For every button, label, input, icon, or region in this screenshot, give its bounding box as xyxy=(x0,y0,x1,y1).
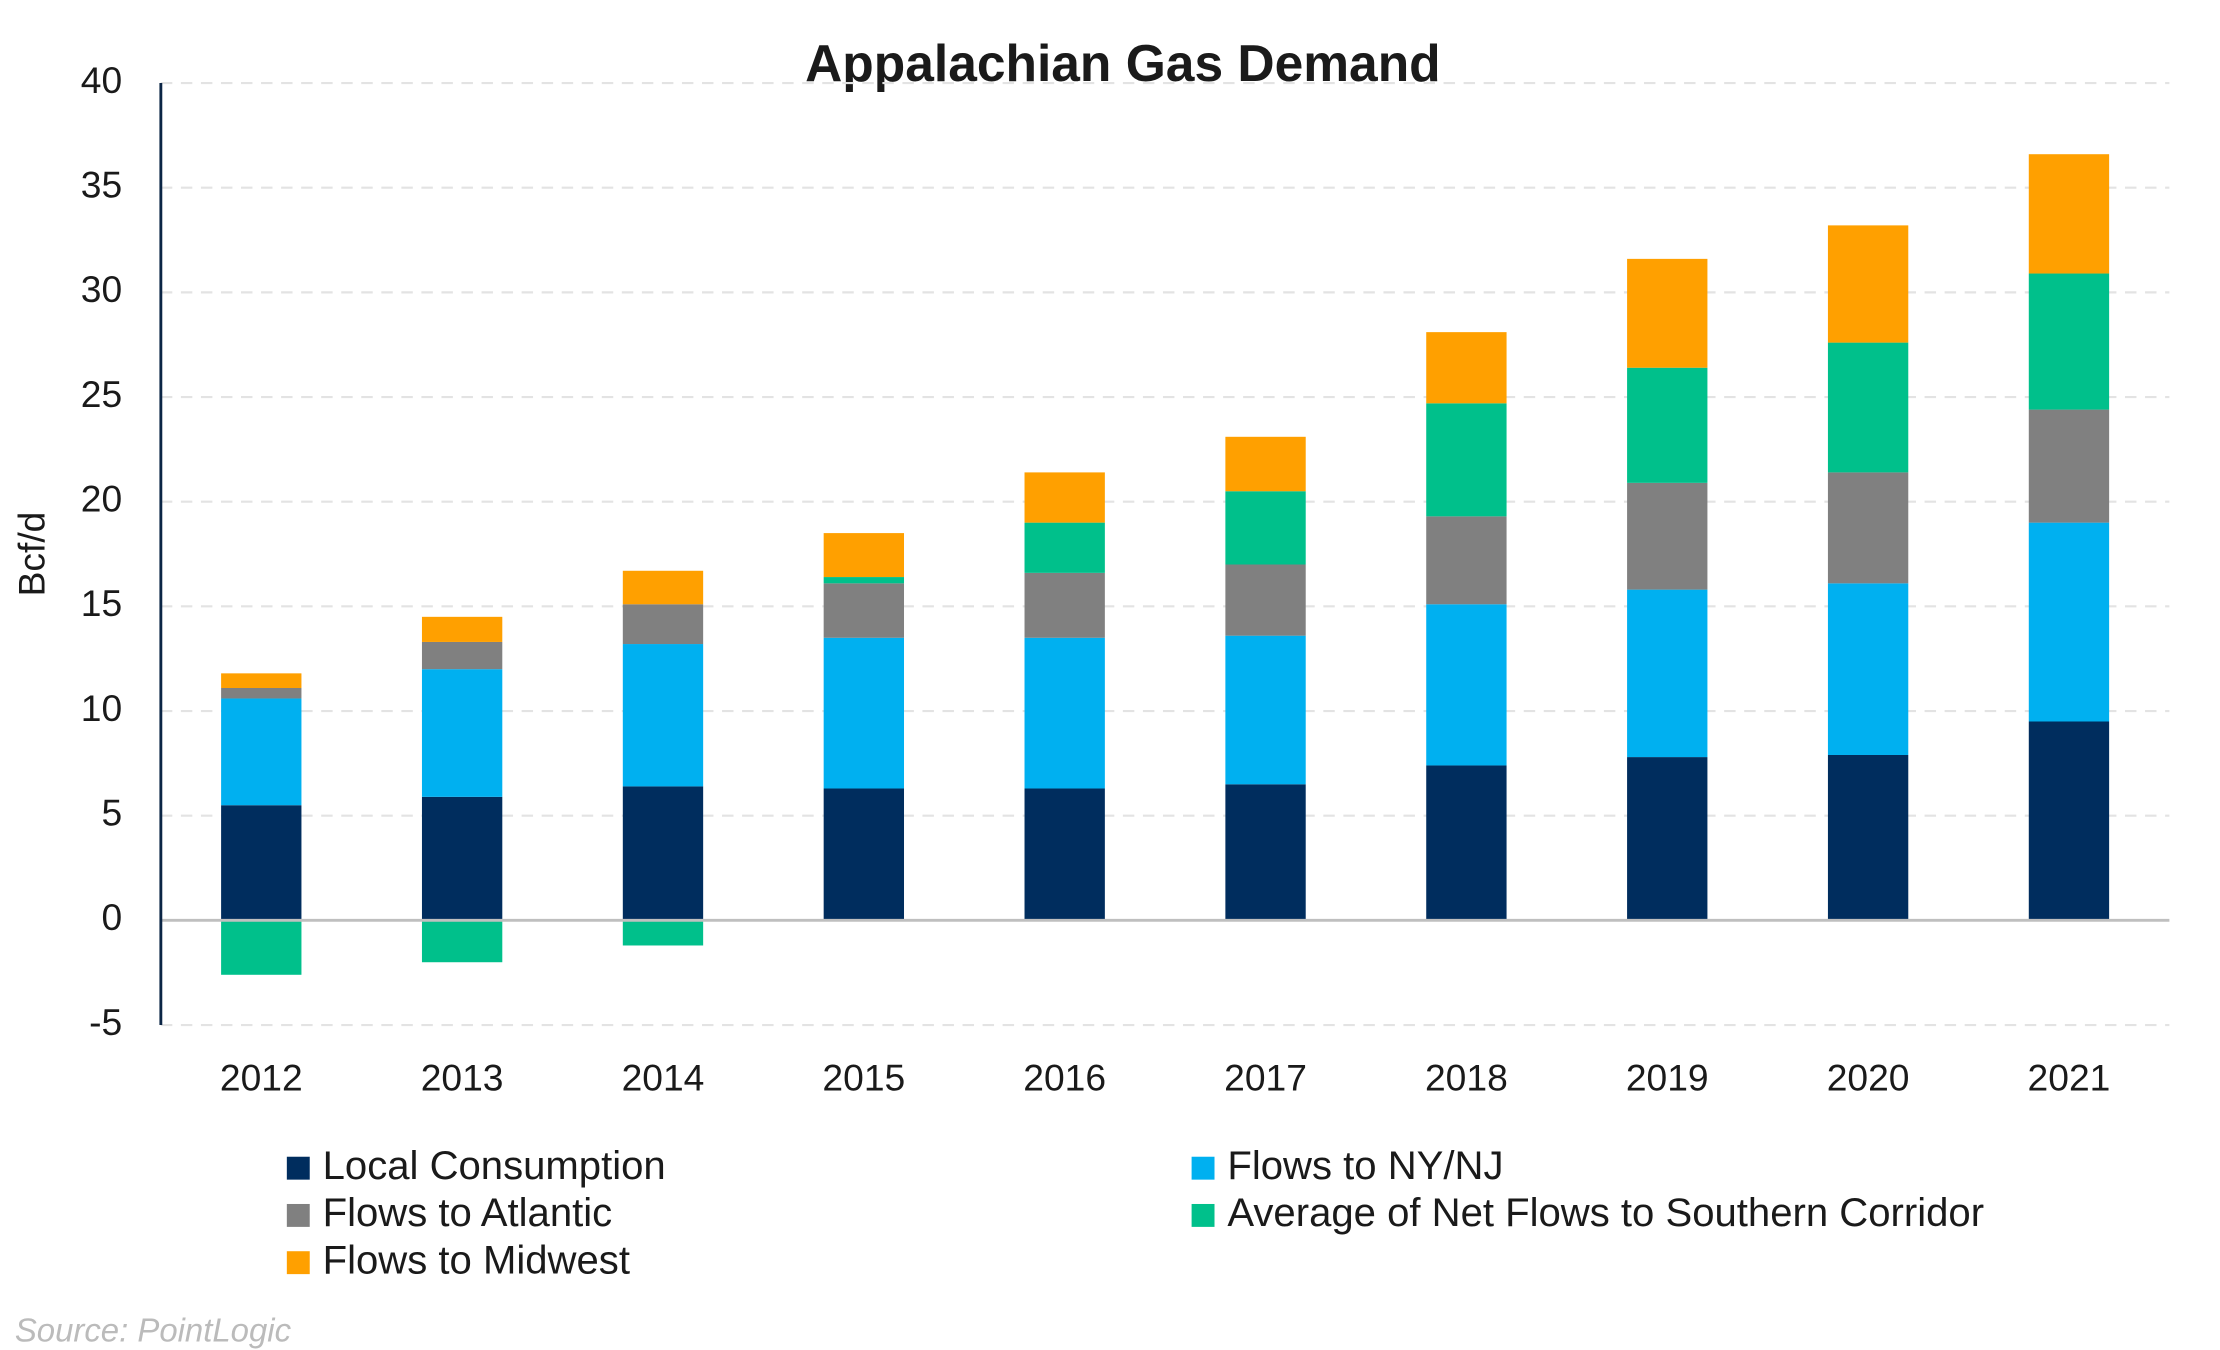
bar-segment xyxy=(1426,332,1507,404)
y-tick-label: 10 xyxy=(81,687,122,729)
bar-segment xyxy=(1627,367,1708,483)
bar-segment xyxy=(421,920,503,963)
bar-segment xyxy=(1827,754,1909,921)
x-tick-label: 2015 xyxy=(822,1057,905,1099)
legend-label: Flows to NY/NJ xyxy=(1227,1144,1503,1188)
bar-segment xyxy=(1827,225,1909,343)
legend-swatch xyxy=(1191,1203,1215,1227)
bar-segment xyxy=(823,533,905,578)
bar-segment xyxy=(221,920,302,975)
legend-label: Flows to Atlantic xyxy=(323,1191,613,1235)
bar-segment xyxy=(221,688,302,699)
bar-segment xyxy=(1225,564,1306,636)
bar-segment xyxy=(1627,589,1708,758)
legend-swatch xyxy=(286,1251,310,1275)
bar-segment xyxy=(622,604,704,645)
y-tick-label: 5 xyxy=(101,792,122,834)
y-tick-label: 25 xyxy=(81,373,122,415)
bar-segment xyxy=(221,698,302,806)
y-axis-label: Bcf/d xyxy=(11,512,53,597)
x-tick-label: 2016 xyxy=(1023,1057,1106,1099)
bar-segment xyxy=(823,583,905,638)
bar-segment xyxy=(823,788,905,921)
legend-swatch xyxy=(1191,1156,1215,1180)
bar-segment xyxy=(1225,491,1306,565)
legend-label: Flows to Midwest xyxy=(323,1238,630,1282)
bar-segment xyxy=(622,644,704,787)
bar-segment xyxy=(1024,472,1105,523)
bar-segment xyxy=(1426,604,1507,766)
y-tick-label: 20 xyxy=(81,478,122,520)
bar-segment xyxy=(1024,522,1105,573)
x-tick-label: 2018 xyxy=(1425,1057,1508,1099)
bar-segment xyxy=(1024,637,1105,789)
x-tick-label: 2014 xyxy=(622,1057,705,1099)
bar-segment xyxy=(1426,765,1507,921)
bar-segment xyxy=(1426,516,1507,605)
x-tick-label: 2013 xyxy=(421,1057,504,1099)
bar-segment xyxy=(622,920,704,946)
y-tick-label: 30 xyxy=(81,268,122,310)
bar-segment xyxy=(2028,409,2110,523)
bar-segment xyxy=(1024,572,1105,638)
legend-swatch xyxy=(286,1203,310,1227)
x-tick-label: 2019 xyxy=(1626,1057,1709,1099)
bar-segment xyxy=(1627,258,1708,368)
x-tick-label: 2012 xyxy=(220,1057,303,1099)
y-tick-label: 0 xyxy=(101,896,122,938)
bar-segment xyxy=(823,577,905,584)
bar-segment xyxy=(1225,635,1306,785)
x-tick-label: 2020 xyxy=(1827,1057,1910,1099)
bar-segment xyxy=(622,570,704,605)
bar-segment xyxy=(2028,154,2110,274)
bar-segment xyxy=(622,786,704,921)
y-tick-label: 15 xyxy=(81,582,122,624)
bar-segment xyxy=(823,637,905,789)
bar-segment xyxy=(2028,273,2110,410)
x-tick-label: 2021 xyxy=(2028,1057,2111,1099)
y-tick-label: -5 xyxy=(89,1001,122,1043)
bar-segment xyxy=(1627,757,1708,921)
bar-segment xyxy=(221,805,302,921)
bar-segment xyxy=(1225,784,1306,921)
bar-segment xyxy=(2028,721,2110,921)
x-tick-label: 2017 xyxy=(1224,1057,1307,1099)
legend-label: Local Consumption xyxy=(323,1144,666,1188)
bar-segment xyxy=(221,673,302,689)
legend-swatch xyxy=(286,1156,310,1180)
source-note: Source: PointLogic xyxy=(15,1312,292,1349)
bar-segment xyxy=(2028,522,2110,722)
bar-segment xyxy=(1827,472,1909,584)
bar-segment xyxy=(1827,342,1909,473)
y-tick-label: 40 xyxy=(81,59,122,101)
bar-segment xyxy=(1024,788,1105,921)
bar-segment xyxy=(1426,403,1507,517)
bar-segment xyxy=(1627,482,1708,590)
y-tick-label: 35 xyxy=(81,164,122,206)
legend-label: Average of Net Flows to Southern Corrido… xyxy=(1227,1191,1984,1235)
bar-segment xyxy=(421,641,503,670)
bar-segment xyxy=(421,616,503,642)
bar-segment xyxy=(421,796,503,921)
bar-segment xyxy=(1827,583,1909,755)
bar-segment xyxy=(421,669,503,797)
bar-segment xyxy=(1225,436,1306,492)
